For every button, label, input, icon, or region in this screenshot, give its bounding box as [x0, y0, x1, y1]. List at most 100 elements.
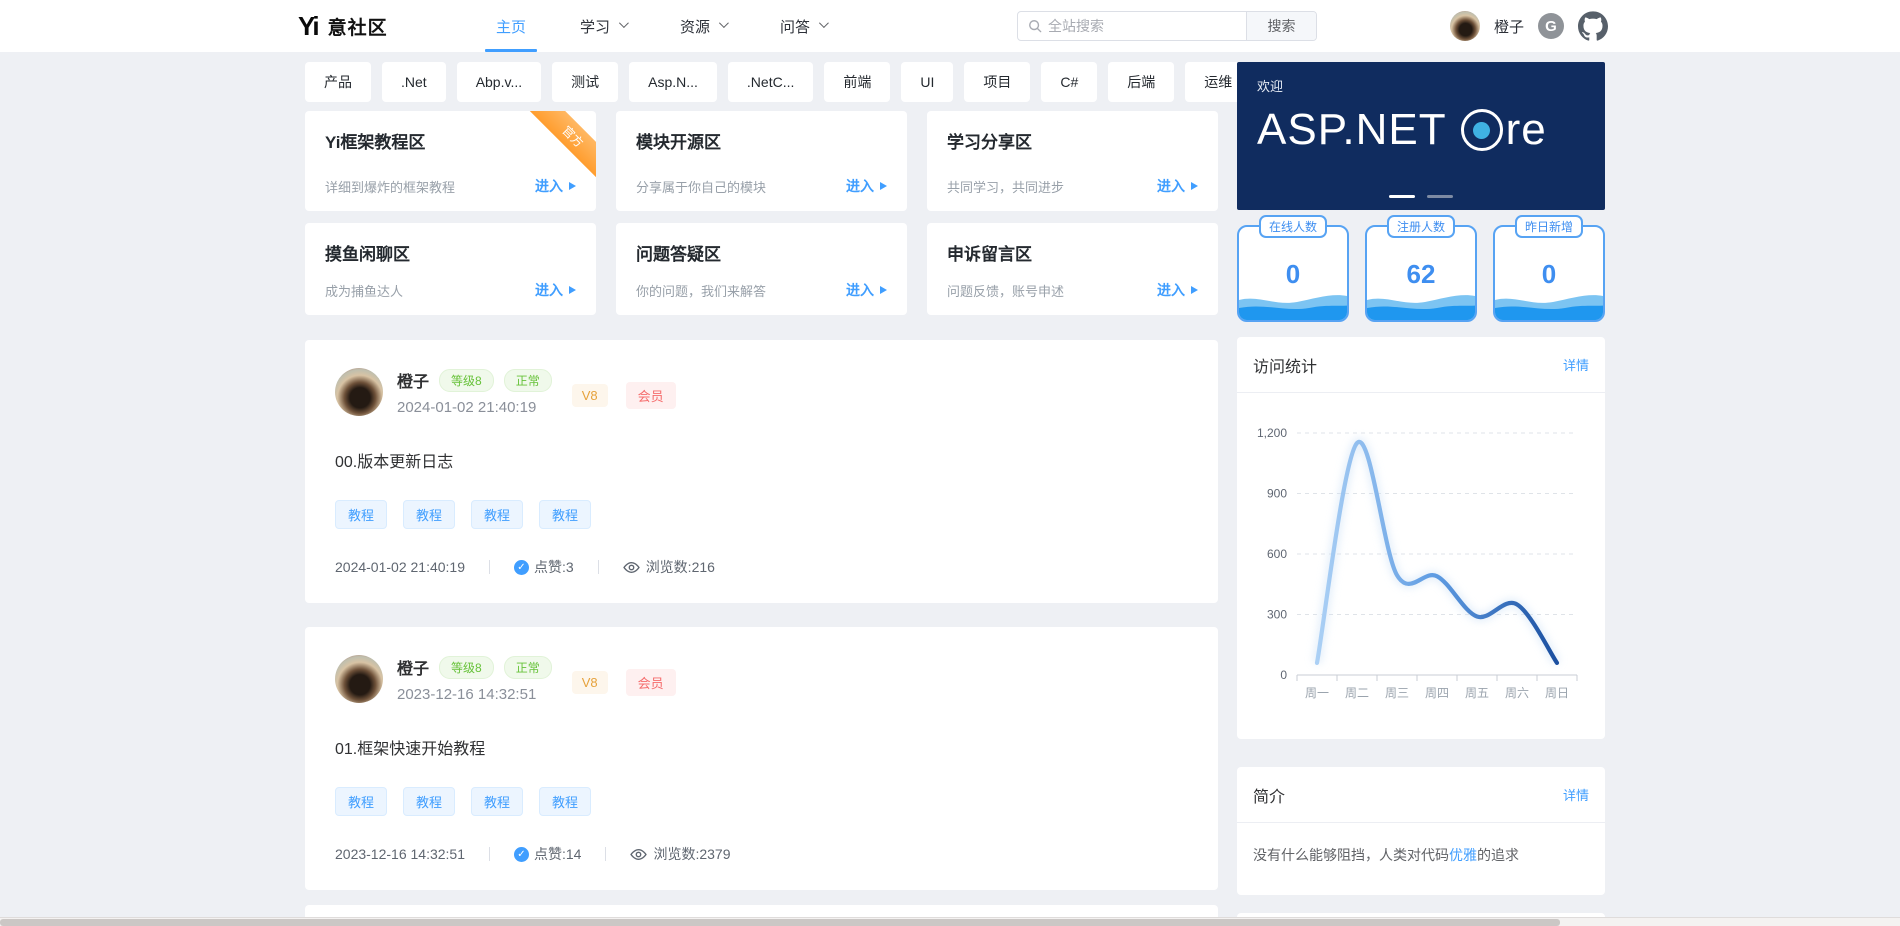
zone-title: 学习分享区	[947, 133, 1032, 152]
post-tag-chip[interactable]: 教程	[471, 787, 524, 816]
logo-icon: Yi	[298, 11, 320, 41]
tag-button-qianduan[interactable]: 前端	[824, 62, 891, 102]
visit-line-chart: 0 300 600 900 1,200 周一 周二 周三 周四 周五 周六 周日	[1237, 393, 1605, 739]
svg-text:周三: 周三	[1385, 686, 1409, 700]
post-tag-chip[interactable]: 教程	[471, 500, 524, 529]
post-tag-chip[interactable]: 教程	[539, 500, 592, 529]
zone-card-module-opensource[interactable]: 模块开源区 分享属于你自己的模块 进入	[616, 111, 907, 211]
level-badge: 等级8	[439, 368, 494, 392]
search-button[interactable]: 搜索	[1246, 12, 1316, 40]
username[interactable]: 橙子	[1494, 18, 1525, 36]
divider	[605, 847, 607, 861]
tag-button-net[interactable]: .Net	[382, 62, 446, 102]
enter-link[interactable]: 进入	[1157, 176, 1198, 196]
horizontal-scrollbar-thumb[interactable]	[0, 919, 1560, 926]
stat-value: 0	[1285, 259, 1301, 289]
zone-title: 申诉留言区	[947, 245, 1032, 264]
post-tags: 教程 教程 教程 教程	[335, 787, 1188, 816]
post-tag-chip[interactable]: 教程	[403, 500, 456, 529]
like-check-icon: ✓	[514, 846, 529, 862]
core-dot-icon	[1473, 121, 1491, 139]
tag-button-chanpin[interactable]: 产品	[305, 62, 371, 102]
search-input[interactable]	[1048, 18, 1246, 34]
divider	[489, 560, 490, 574]
visit-details-link[interactable]: 详情	[1562, 358, 1589, 373]
like-check-icon: ✓	[514, 559, 529, 575]
caret-down-icon	[719, 17, 729, 28]
post-title[interactable]: 00.版本更新日志	[335, 454, 454, 471]
enter-link[interactable]: 进入	[846, 176, 887, 196]
tag-button-xiangmu[interactable]: 项目	[964, 62, 1031, 102]
caret-down-icon	[618, 17, 629, 28]
divider	[489, 847, 490, 861]
nav-item-study[interactable]: 学习	[576, 0, 630, 52]
post-author-avatar[interactable]	[335, 368, 383, 416]
post-author-name[interactable]: 橙子	[397, 374, 430, 391]
enter-arrow-icon	[880, 286, 887, 294]
post-tag-chip[interactable]: 教程	[403, 787, 456, 816]
zone-title: 摸鱼闲聊区	[325, 245, 410, 264]
github-icon[interactable]	[1578, 11, 1609, 41]
brand[interactable]: Yi 意社区	[298, 0, 388, 52]
post-tag-chip[interactable]: 教程	[335, 500, 388, 529]
tag-button-abp[interactable]: Abp.v...	[456, 62, 542, 102]
intro-highlight-link[interactable]: 优雅	[1449, 847, 1477, 863]
post-title[interactable]: 01.框架快速开始教程	[335, 741, 486, 758]
gitee-icon[interactable]: G	[1538, 13, 1565, 39]
zone-card-chat[interactable]: 摸鱼闲聊区 成为捕鱼达人 进入	[305, 223, 596, 315]
zone-card-qa[interactable]: 问题答疑区 你的问题，我们来解答 进入	[616, 223, 907, 315]
intro-text: 没有什么能够阻挡，人类对代码优雅的追求	[1253, 847, 1519, 863]
enter-link[interactable]: 进入	[846, 280, 887, 300]
enter-link[interactable]: 进入	[1157, 280, 1198, 300]
likes-counter[interactable]: ✓ 点赞:14	[514, 844, 581, 864]
nav-item-resources[interactable]: 资源	[676, 0, 730, 52]
stat-card-registered: 注册人数 62	[1365, 215, 1477, 322]
vip-badge: V8	[571, 670, 608, 694]
main-menu: 主页 学习 资源 问答	[492, 0, 830, 52]
status-badge: 正常	[503, 655, 552, 679]
welcome-banner[interactable]: 欢迎 ASP.NET re	[1237, 62, 1605, 210]
carousel-dot-active[interactable]	[1389, 195, 1415, 198]
level-badge: 等级8	[439, 655, 494, 679]
svg-text:1,200: 1,200	[1257, 426, 1287, 440]
nav-item-qa[interactable]: 问答	[776, 0, 830, 52]
user-area: 橙子 G	[1450, 0, 1609, 52]
visit-stats-title: 访问统计	[1253, 358, 1318, 376]
user-avatar[interactable]	[1450, 11, 1480, 41]
horizontal-scrollbar[interactable]	[0, 917, 1900, 926]
sidebar: 欢迎 ASP.NET re 在线人数 0 注册人数 62 昨日新增	[1237, 62, 1605, 926]
post-tag-chip[interactable]: 教程	[539, 787, 592, 816]
official-ribbon-badge: 官方	[526, 111, 596, 181]
enter-arrow-icon	[880, 182, 887, 190]
stat-label: 在线人数	[1258, 215, 1328, 238]
likes-counter[interactable]: ✓ 点赞:3	[514, 557, 574, 577]
enter-arrow-icon	[569, 286, 576, 294]
enter-arrow-icon	[1191, 286, 1198, 294]
aspnet-core-logo: ASP.NET re	[1257, 105, 1547, 154]
tag-button-netcore[interactable]: .NetC...	[727, 62, 814, 102]
core-ring-icon	[1460, 109, 1503, 151]
banner-welcome: 欢迎	[1257, 79, 1284, 94]
vip-badge: V8	[571, 383, 608, 407]
enter-link[interactable]: 进入	[535, 280, 576, 300]
post-author-avatar[interactable]	[335, 655, 383, 703]
zone-card-learning-share[interactable]: 学习分享区 共同学习，共同进步 进入	[927, 111, 1218, 211]
zone-card-appeal[interactable]: 申诉留言区 问题反馈，账号申述 进入	[927, 223, 1218, 315]
post-footer: 2023-12-16 14:32:51 ✓ 点赞:14 浏览数:2379	[335, 844, 1188, 864]
tag-button-aspn[interactable]: Asp.N...	[629, 62, 717, 102]
main-column: 产品 .Net Abp.v... 测试 Asp.N... .NetC... 前端…	[305, 62, 1252, 926]
tag-button-houduan[interactable]: 后端	[1108, 62, 1175, 102]
post-tag-chip[interactable]: 教程	[335, 787, 388, 816]
tag-button-csharp[interactable]: C#	[1041, 62, 1098, 102]
post-footer-date: 2024-01-02 21:40:19	[335, 559, 465, 575]
tag-button-ceshi[interactable]: 测试	[552, 62, 619, 102]
tag-button-ui[interactable]: UI	[901, 62, 954, 102]
enter-link[interactable]: 进入	[535, 176, 576, 196]
zone-card-framework-tutorial[interactable]: 官方 Yi框架教程区 详细到爆炸的框架教程 进入	[305, 111, 596, 211]
post-footer: 2024-01-02 21:40:19 ✓ 点赞:3 浏览数:216	[335, 557, 1188, 577]
nav-item-home[interactable]: 主页	[492, 0, 530, 52]
carousel-dot[interactable]	[1427, 195, 1453, 198]
intro-details-link[interactable]: 详情	[1562, 788, 1589, 803]
svg-text:周日: 周日	[1545, 686, 1569, 700]
post-author-name[interactable]: 橙子	[397, 661, 430, 678]
